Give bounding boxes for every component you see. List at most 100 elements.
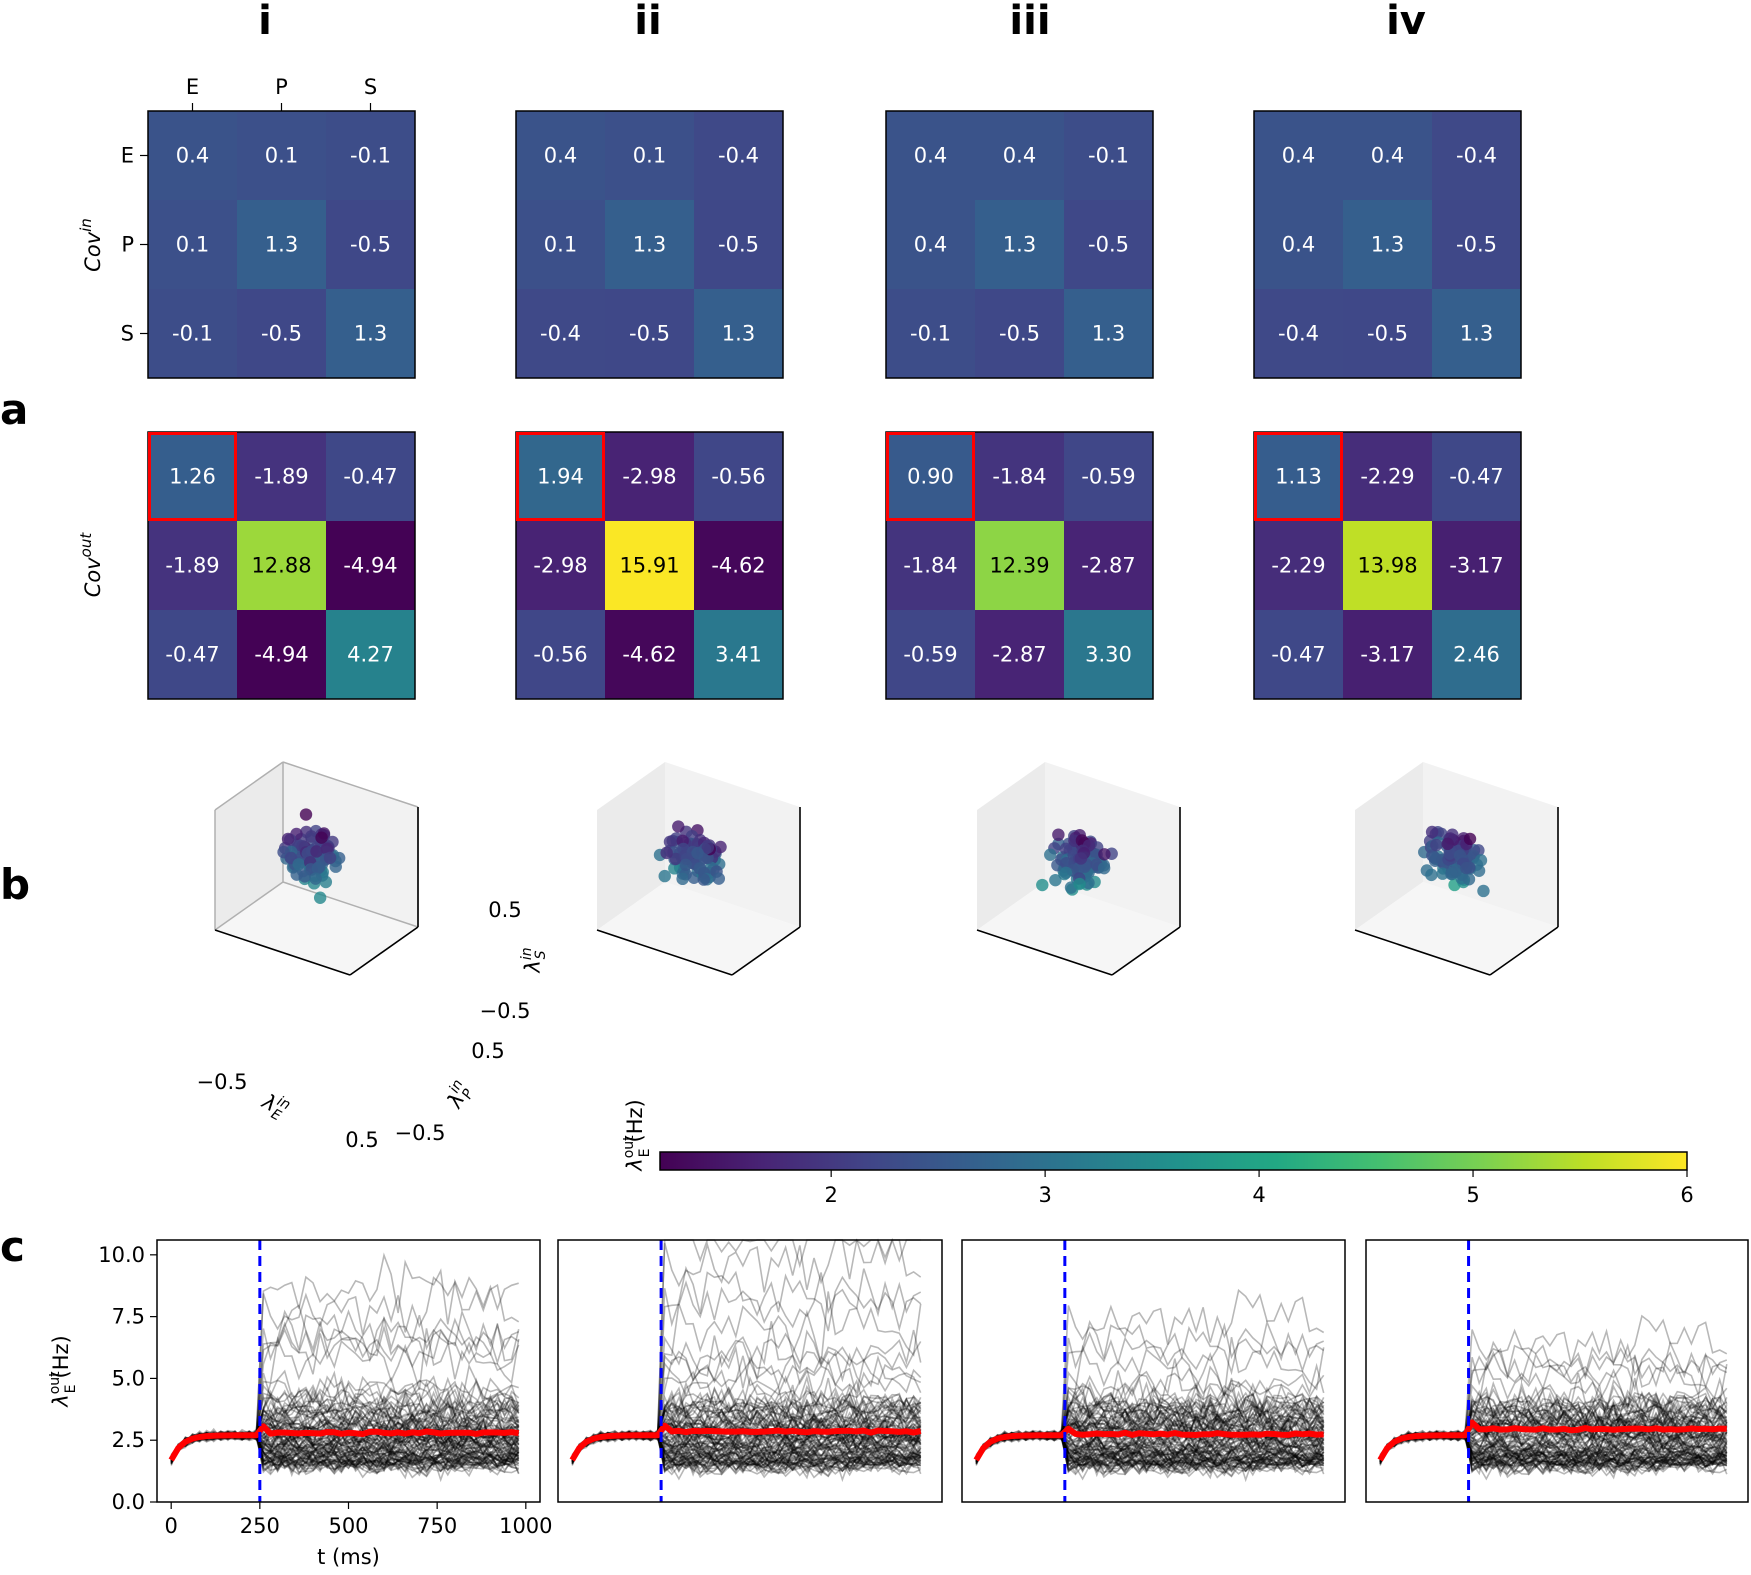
plot-frame — [1365, 1239, 1749, 1503]
trace-line — [975, 1288, 1325, 1464]
column-label-ii: ii — [634, 0, 661, 44]
cov-out-cell — [975, 432, 1065, 522]
scatter-point — [299, 808, 313, 821]
cov-out-cell — [326, 432, 416, 522]
y-axis-line — [349, 926, 419, 976]
cov-out-cell — [148, 610, 238, 700]
scatter-point — [1059, 866, 1073, 879]
trace-line — [975, 1380, 1325, 1461]
trace-line — [571, 1431, 922, 1475]
cov-out-highlight-box — [886, 432, 975, 521]
cov-in-cell — [516, 200, 606, 290]
cov-in-value: -0.4 — [718, 144, 759, 168]
floor-pane — [1355, 882, 1558, 975]
scatter-point — [323, 851, 337, 865]
colorbar-tick-label: 6 — [1680, 1183, 1693, 1207]
plot-frame — [557, 1239, 943, 1503]
cov-in-cell — [1432, 289, 1522, 379]
cov-in-value: -0.4 — [1456, 144, 1497, 168]
cov-out-value: -2.98 — [622, 465, 676, 489]
scatter3d-panel-iv — [1354, 762, 1559, 976]
cov-out-cell — [1254, 521, 1344, 611]
cov-out-cell — [1432, 610, 1522, 700]
trace-line — [1379, 1426, 1728, 1465]
cov-in-cell — [1343, 289, 1433, 379]
cov-in-value: 1.3 — [633, 233, 666, 257]
cov-out-cell — [605, 610, 695, 700]
scatter-point — [701, 841, 715, 854]
trace-line — [571, 1238, 922, 1464]
scatter-point — [1462, 873, 1476, 886]
panel-label-c: c — [0, 1222, 25, 1271]
scatter-point — [658, 869, 671, 883]
y-tick-label: 0.5 — [471, 1039, 504, 1063]
cov-in-value: -0.4 — [540, 322, 581, 346]
mean-line — [569, 1422, 922, 1462]
trace-line — [975, 1430, 1325, 1472]
cov-out-cell — [516, 521, 606, 611]
scatter-point — [305, 830, 318, 843]
back-pane — [665, 762, 800, 927]
cov-in-cell — [886, 289, 976, 379]
cov-out-cell — [237, 521, 327, 611]
cov-in-value: -0.5 — [1088, 233, 1129, 257]
x-axis-label: λinE — [256, 1087, 293, 1126]
trace-line — [170, 1375, 520, 1461]
scatter3d-panel-ii — [596, 762, 801, 976]
mean-line — [973, 1425, 1324, 1462]
scatter-point — [313, 891, 327, 904]
trace-line — [170, 1430, 520, 1472]
z-tick-label: −0.5 — [480, 999, 531, 1023]
colorbar: 2 3 4 5 6 λoutE(Hz) — [621, 1099, 1694, 1207]
cov-out-value: -0.47 — [343, 465, 397, 489]
cov-in-cell — [1254, 289, 1344, 379]
cov-in-cell — [605, 111, 695, 201]
scatter-point — [1073, 877, 1086, 891]
scatter-point — [714, 840, 727, 854]
cov-out-cell — [886, 432, 976, 522]
grid-line — [214, 761, 284, 811]
cov-out-value: -1.84 — [992, 465, 1046, 489]
trace-line — [170, 1425, 520, 1461]
cov-out-label: Covout — [77, 532, 105, 598]
scatter-point — [672, 820, 685, 833]
trace-line — [1379, 1431, 1728, 1476]
scatter-point — [292, 858, 305, 871]
scatter-point — [1044, 848, 1057, 861]
y-axis-line — [731, 926, 801, 976]
y-tick-label: 2.5 — [112, 1428, 145, 1452]
cov-in-value: -0.4 — [1278, 322, 1319, 346]
cov-in-value: 0.4 — [176, 144, 209, 168]
cov-in-cell — [516, 289, 606, 379]
cov-in-cell — [237, 111, 327, 201]
cov-in-cell — [148, 289, 238, 379]
y-tick-label: 5.0 — [112, 1366, 145, 1390]
x-tick-label: P — [275, 75, 288, 99]
y-tick-label: −0.5 — [395, 1121, 446, 1145]
x-tick-label: 0.5 — [345, 1128, 378, 1152]
cov-in-cell — [326, 289, 416, 379]
cov-out-cell — [605, 432, 695, 522]
cov-out-value: 4.27 — [347, 643, 394, 667]
x-tick-label: S — [364, 75, 377, 99]
scatter-point — [298, 870, 311, 883]
scatter-point — [660, 846, 673, 860]
colorbar-tick-label: 3 — [1038, 1183, 1051, 1207]
scatter-point — [1430, 838, 1443, 852]
cov-in-cell — [1343, 200, 1433, 290]
y-axis-line — [1111, 926, 1181, 976]
trace-line — [170, 1432, 519, 1483]
panel-label-b: b — [0, 860, 30, 909]
trace-line — [170, 1431, 520, 1476]
trace-line — [1379, 1417, 1728, 1459]
scatter-point — [1036, 878, 1049, 892]
column-label-iv: iv — [1386, 0, 1426, 44]
cov-out-cell — [886, 521, 976, 611]
trace-line — [571, 1417, 922, 1459]
y-tick-label: 10.0 — [98, 1243, 145, 1267]
cov-in-value: -0.1 — [1088, 144, 1129, 168]
floor-pane — [597, 882, 800, 975]
trace-line — [571, 1426, 922, 1465]
cov-out-cell — [516, 432, 606, 522]
cov-in-cell — [975, 289, 1065, 379]
